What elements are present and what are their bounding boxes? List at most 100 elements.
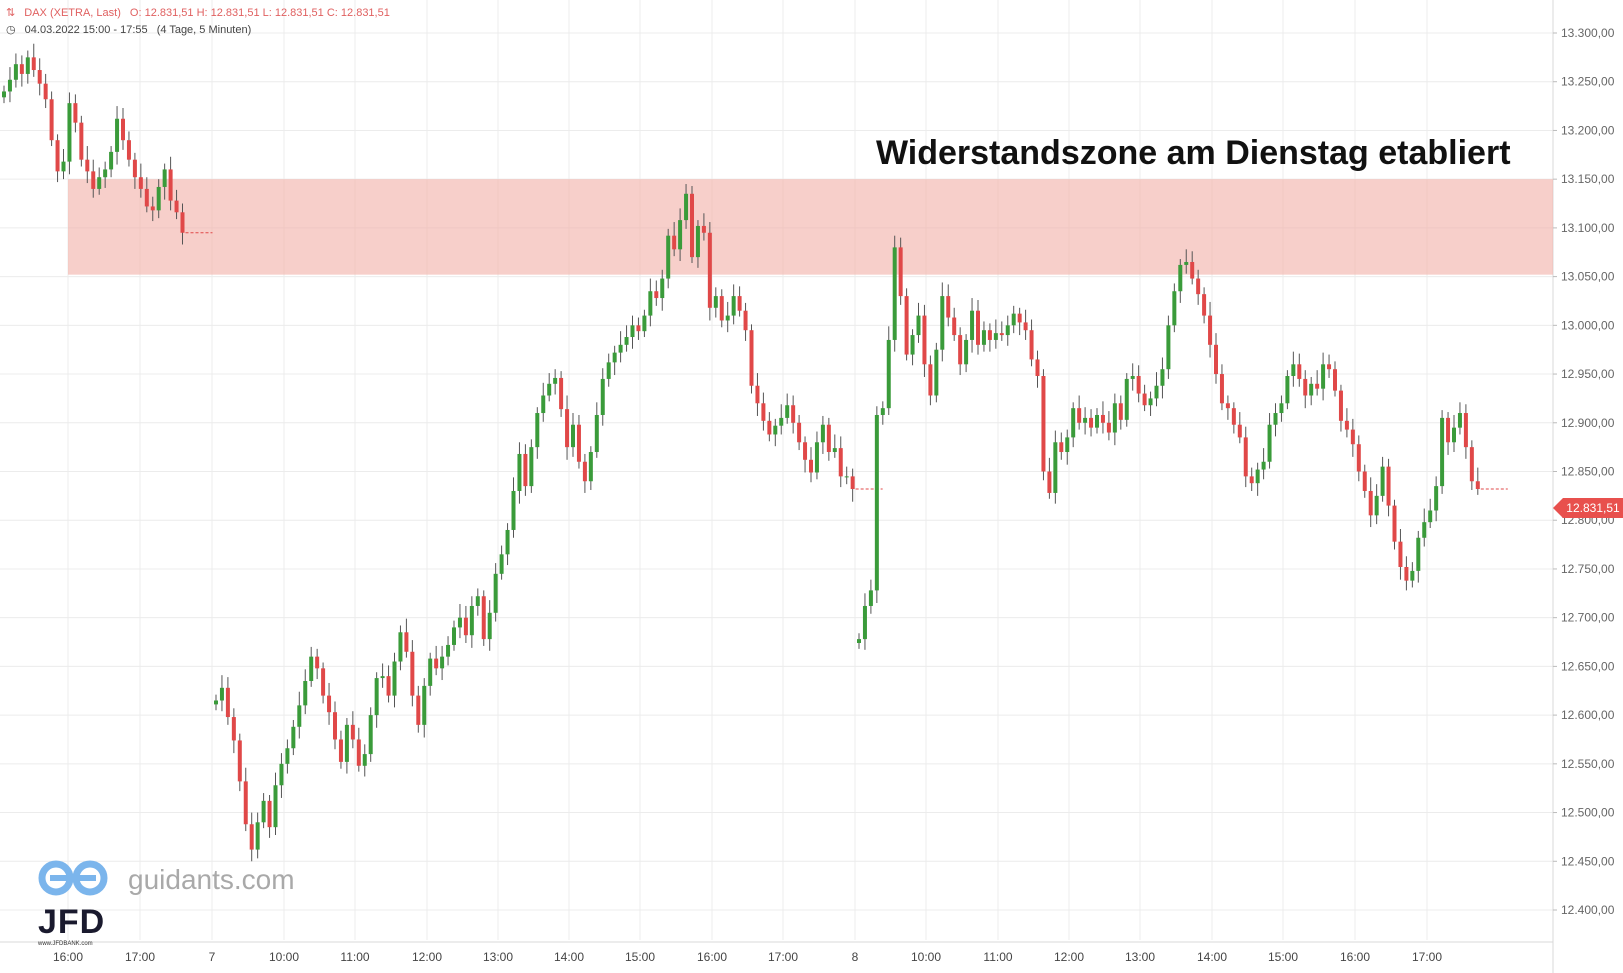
candle-down (243, 781, 248, 825)
candle-down (1059, 442, 1064, 453)
candle-up (1321, 364, 1326, 389)
resistance-annotation: Widerstandszone am Dienstag etabliert (876, 134, 1511, 172)
candle-up (535, 413, 540, 448)
candle-up (725, 315, 730, 321)
candle-up (886, 339, 891, 409)
candle-up (344, 724, 349, 762)
candle-up (499, 554, 504, 574)
candle-down (636, 325, 641, 332)
candle-down (1469, 447, 1474, 482)
candle-up (1279, 403, 1284, 414)
candle-down (850, 476, 855, 490)
instrument-label: DAX (XETRA, Last) (24, 7, 121, 19)
y-tick-label: 12.450,00 (1561, 854, 1615, 868)
candle-up (892, 247, 897, 340)
candle-down (1362, 471, 1367, 491)
candle-up (279, 763, 284, 786)
candle-down (743, 310, 748, 331)
candle-down (19, 64, 24, 74)
candle-down (1136, 376, 1141, 394)
y-tick-label: 13.000,00 (1561, 318, 1615, 332)
candle-up (1184, 261, 1189, 265)
x-tick-label: 16:00 (1340, 950, 1370, 964)
candle-up (862, 605, 867, 640)
x-tick-label: 14:00 (554, 950, 584, 964)
candle-down (386, 676, 391, 696)
candle-up (571, 424, 575, 448)
candle-down (434, 658, 439, 669)
candle-up (779, 417, 784, 426)
candle-up (162, 169, 167, 187)
candle-up (1261, 461, 1266, 470)
candle-up (660, 278, 665, 299)
x-tick-label: 15:00 (1268, 950, 1298, 964)
candle-up (297, 705, 302, 727)
candle-up (25, 57, 30, 74)
candle-up (695, 225, 700, 258)
candle-up (1273, 413, 1278, 425)
candle-up (868, 590, 873, 606)
candle-up (1005, 325, 1010, 336)
candle-up (392, 661, 397, 696)
candle-down (338, 739, 343, 762)
candle-up (553, 377, 558, 384)
candle-up (380, 676, 385, 679)
candle-down (958, 335, 963, 365)
candle-up (374, 678, 379, 716)
candle-down (809, 459, 813, 473)
candle-down (410, 651, 415, 696)
candle-up (452, 627, 456, 645)
candle-up (1309, 383, 1314, 396)
candle-up (618, 344, 623, 353)
candle-down (1344, 420, 1349, 430)
candle-up (67, 103, 72, 162)
candle-up (469, 605, 474, 636)
candle-up (517, 453, 522, 491)
candle-up (61, 161, 66, 172)
y-tick-label: 13.300,00 (1561, 26, 1615, 40)
candle-down (1392, 505, 1397, 542)
chart-header-range: ◷ 04.03.2022 15:00 - 17:55 (4 Tage, 5 Mi… (6, 23, 257, 36)
candle-down (1029, 330, 1034, 360)
candle-down (767, 420, 772, 435)
candle-up (1428, 510, 1433, 523)
y-tick-label: 12.400,00 (1561, 903, 1615, 917)
candle-down (523, 453, 528, 487)
resistance-zone (68, 179, 1553, 275)
candle-down (1208, 315, 1213, 345)
candle-up (832, 448, 837, 453)
candle-up (1434, 486, 1439, 511)
x-tick-label: 15:00 (625, 950, 655, 964)
candle-up (588, 452, 593, 482)
candle-down (1231, 408, 1236, 425)
candle-up (303, 681, 308, 706)
candle-down (237, 740, 242, 782)
candle-down (797, 422, 802, 443)
candle-down (1338, 390, 1343, 421)
y-tick-label: 13.150,00 (1561, 172, 1615, 186)
candle-up (1457, 413, 1462, 428)
candle-up (291, 726, 296, 749)
y-tick-label: 13.250,00 (1561, 75, 1615, 89)
candle-down (225, 687, 230, 718)
candle-up (594, 414, 599, 453)
candle-down (904, 296, 909, 355)
x-tick-label: 10:00 (911, 950, 941, 964)
candle-down (249, 824, 254, 850)
candle-up (785, 405, 790, 418)
y-tick-label: 12.900,00 (1561, 416, 1615, 430)
candle-up (493, 573, 498, 613)
candle-down (826, 424, 831, 453)
candle-down (356, 739, 361, 766)
candle-up (910, 335, 915, 355)
candle-up (1083, 417, 1088, 423)
interval-label: (4 Tage, 5 Minuten) (156, 24, 252, 36)
candle-down (1386, 466, 1391, 506)
candle-down (987, 330, 992, 340)
candle-down (49, 99, 54, 141)
candle-down (1350, 429, 1355, 445)
candle-up (916, 315, 921, 336)
candle-down (976, 310, 980, 345)
candle-down (761, 403, 766, 421)
candle-up (630, 325, 635, 338)
